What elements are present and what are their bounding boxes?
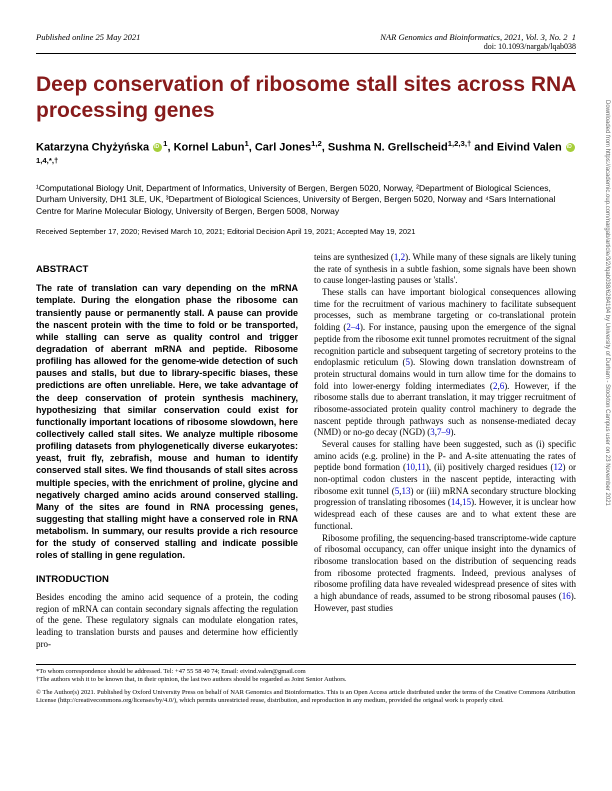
published-date: Published online 25 May 2021 [36,32,140,51]
body-paragraph: Ribosome profiling, the sequencing-based… [314,533,576,615]
orcid-icon [566,143,575,152]
doi: doi: 10.1093/nargab/lqab038 [380,42,576,51]
download-watermark: Downloaded from https://academic.oup.com… [604,100,610,506]
license-text: © The Author(s) 2021. Published by Oxfor… [36,689,576,705]
abstract-heading: ABSTRACT [36,264,298,276]
abstract-text: The rate of translation can vary dependi… [36,282,298,561]
orcid-icon [153,143,162,152]
introduction-heading: INTRODUCTION [36,574,298,586]
body-paragraph: These stalls can have important biologic… [314,287,576,439]
affiliations: ¹Computational Biology Unit, Department … [36,183,576,217]
body-paragraph: teins are synthesized (1,2). While many … [314,252,576,287]
journal-info: NAR Genomics and Bioinformatics, 2021, V… [380,32,576,51]
article-dates: Received September 17, 2020; Revised Mar… [36,227,576,236]
authors-list: Katarzyna Chyżyńska 1, Kornel Labun1, Ca… [36,139,576,173]
correspondence-footnote: *To whom correspondence should be addres… [36,668,576,676]
footnotes: *To whom correspondence should be addres… [36,664,576,705]
body-paragraph: Several causes for stalling have been su… [314,439,576,533]
page-header: Published online 25 May 2021 NAR Genomic… [36,32,576,54]
left-column: ABSTRACT The rate of translation can var… [36,252,298,650]
right-column: teins are synthesized (1,2). While many … [314,252,576,650]
intro-paragraph: Besides encoding the amino acid sequence… [36,592,298,650]
article-title: Deep conservation of ribosome stall site… [36,72,576,125]
authorship-footnote: †The authors wish it to be known that, i… [36,676,576,684]
